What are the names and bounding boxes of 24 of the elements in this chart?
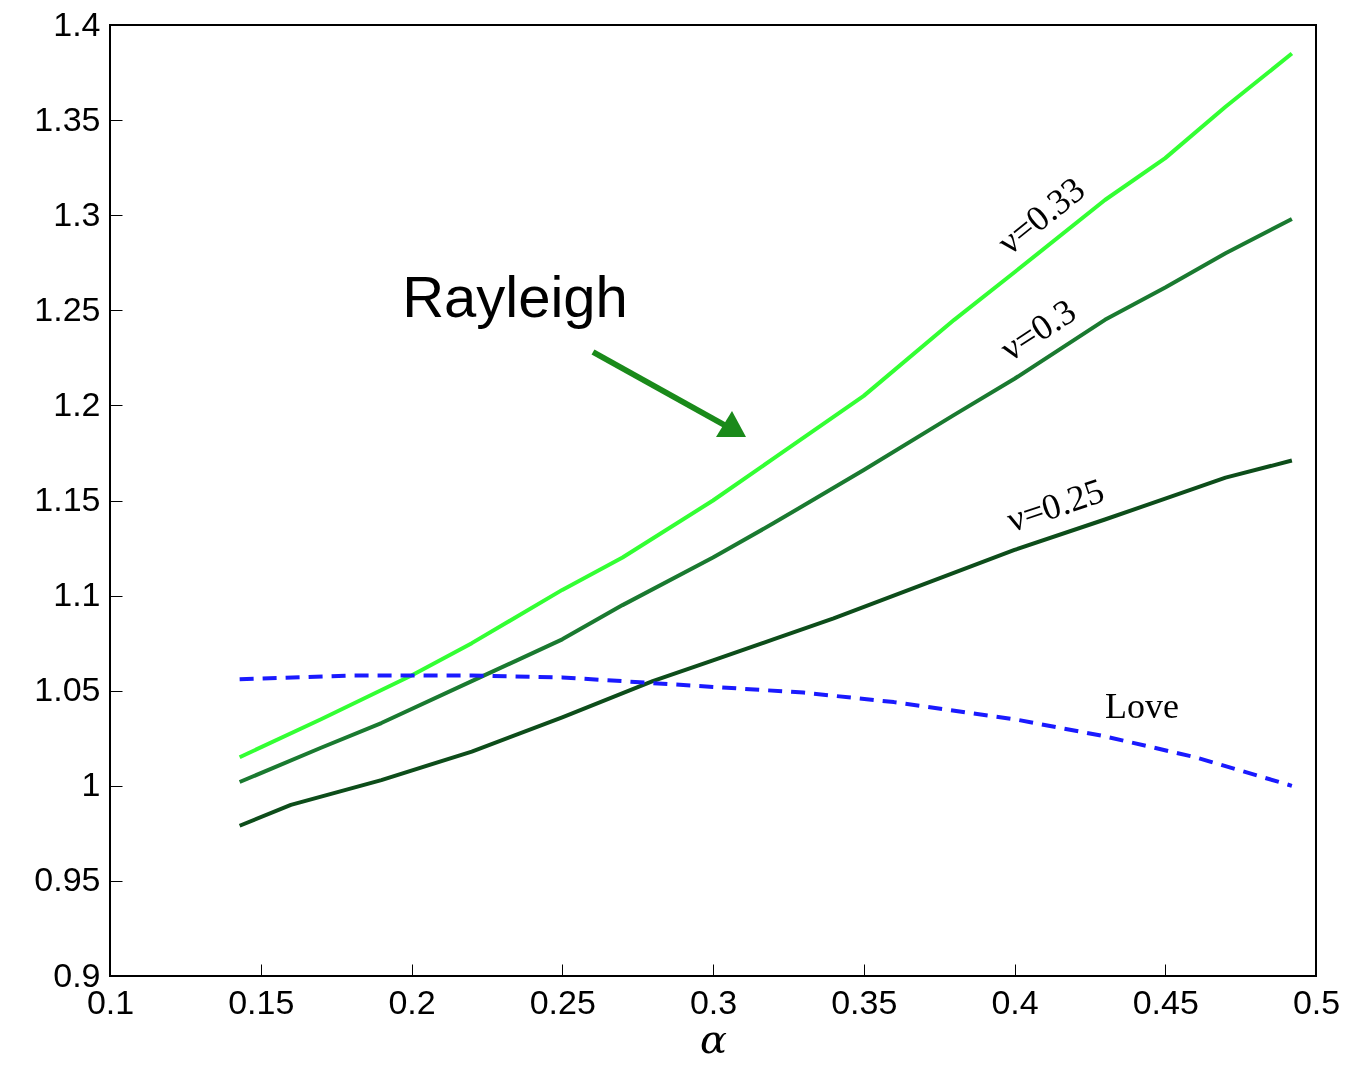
text: ν=0.25 xyxy=(1001,470,1109,540)
line-series xyxy=(237,458,1294,828)
x-tick-label: 0.5 xyxy=(1292,982,1341,1021)
y-tick-label: 1.2 xyxy=(53,384,101,423)
y-tick-label: 1.3 xyxy=(53,194,101,233)
line-series xyxy=(237,673,1294,788)
x-tick-label: 0.35 xyxy=(831,982,898,1021)
x-tick-label: 0.2 xyxy=(388,982,436,1021)
annotation: Rayleigh xyxy=(402,264,628,329)
y-tick-label: 1.35 xyxy=(34,99,101,138)
series-label: Love xyxy=(1104,686,1179,727)
y-tick-label: 1.05 xyxy=(34,670,101,709)
x-tick-label: 0.4 xyxy=(991,982,1039,1021)
x-tick-label: 0.25 xyxy=(529,982,596,1021)
y-tick-label: 1.15 xyxy=(34,480,101,518)
text: ν=0.3 xyxy=(992,290,1083,369)
y-tick-label: 1 xyxy=(81,765,101,804)
y-tick-label: 1.1 xyxy=(53,575,101,614)
y-tick-label: 1.25 xyxy=(34,289,101,328)
x-tick-label: 0.15 xyxy=(228,982,295,1021)
y-tick-label: 0.95 xyxy=(34,860,101,899)
x-tick-label: 0.45 xyxy=(1132,982,1199,1021)
line-series xyxy=(237,51,1294,760)
y-tick-label: 1.4 xyxy=(53,4,101,43)
